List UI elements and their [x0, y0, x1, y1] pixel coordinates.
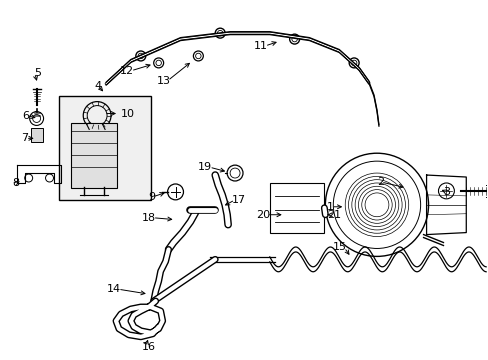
Text: 1: 1 [326, 202, 334, 212]
Text: 19: 19 [198, 162, 212, 172]
Text: 10: 10 [121, 108, 135, 118]
Bar [60, 96, 150, 200]
Text: 18: 18 [142, 213, 155, 223]
Text: 15: 15 [332, 243, 346, 252]
Bar [71, 123, 117, 188]
Text: 6: 6 [22, 111, 30, 121]
Text: 12: 12 [120, 66, 134, 76]
Text: 5: 5 [34, 68, 41, 78]
Bar [31, 129, 42, 142]
Text: 17: 17 [232, 195, 246, 205]
Text: 8: 8 [13, 178, 20, 188]
Text: 9: 9 [148, 192, 155, 202]
Text: 11: 11 [253, 41, 267, 51]
Text: 2: 2 [376, 177, 383, 187]
Text: 13: 13 [156, 76, 170, 86]
Bar [269, 183, 324, 233]
Text: 3: 3 [443, 187, 449, 197]
Text: 7: 7 [21, 133, 29, 143]
Text: 20: 20 [255, 210, 269, 220]
Text: 16: 16 [142, 342, 155, 352]
Text: 14: 14 [106, 284, 121, 294]
Text: 4: 4 [94, 81, 101, 91]
Text: 21: 21 [326, 210, 341, 220]
